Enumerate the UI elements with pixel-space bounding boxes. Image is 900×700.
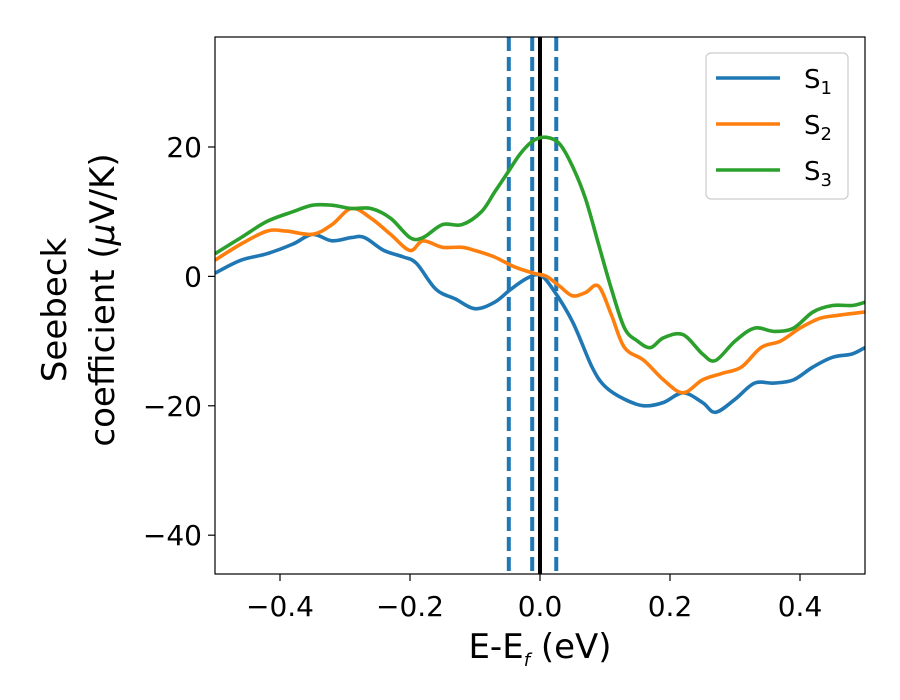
- series-line-s3: [215, 135, 865, 363]
- x-tick-label: −0.2: [376, 590, 444, 623]
- y-tick-label: 20: [166, 131, 202, 164]
- x-axis-label: E-Ef (eV): [468, 627, 611, 671]
- x-tick-label: −0.4: [246, 590, 314, 623]
- series-line-s1: [215, 232, 865, 415]
- x-tick-label: 0.4: [778, 590, 823, 623]
- y-tick-label: −40: [143, 519, 202, 552]
- legend-label-s3: S3: [804, 157, 832, 191]
- x-axis-ticks: −0.4 −0.2 0.0 0.2 0.4: [246, 574, 822, 623]
- legend-label-s1: S1: [804, 65, 832, 99]
- reference-lines: [506, 37, 559, 574]
- legend-frame: [705, 52, 849, 200]
- y-axis-label-line1: Seebeck: [35, 238, 75, 383]
- legend-label-s2: S2: [804, 111, 832, 145]
- y-axis-ticks: −40 −20 0 20: [143, 131, 215, 552]
- y-axis-label: Seebeck coefficient (μV/K): [35, 153, 123, 446]
- series-lines: [215, 135, 865, 415]
- x-tick-label: 0.0: [518, 590, 563, 623]
- legend: S1 S2 S3: [705, 52, 849, 200]
- y-axis-label-line2: coefficient (μV/K): [83, 153, 123, 446]
- y-tick-label: −20: [143, 390, 202, 423]
- x-tick-label: 0.2: [648, 590, 693, 623]
- y-tick-label: 0: [184, 260, 202, 293]
